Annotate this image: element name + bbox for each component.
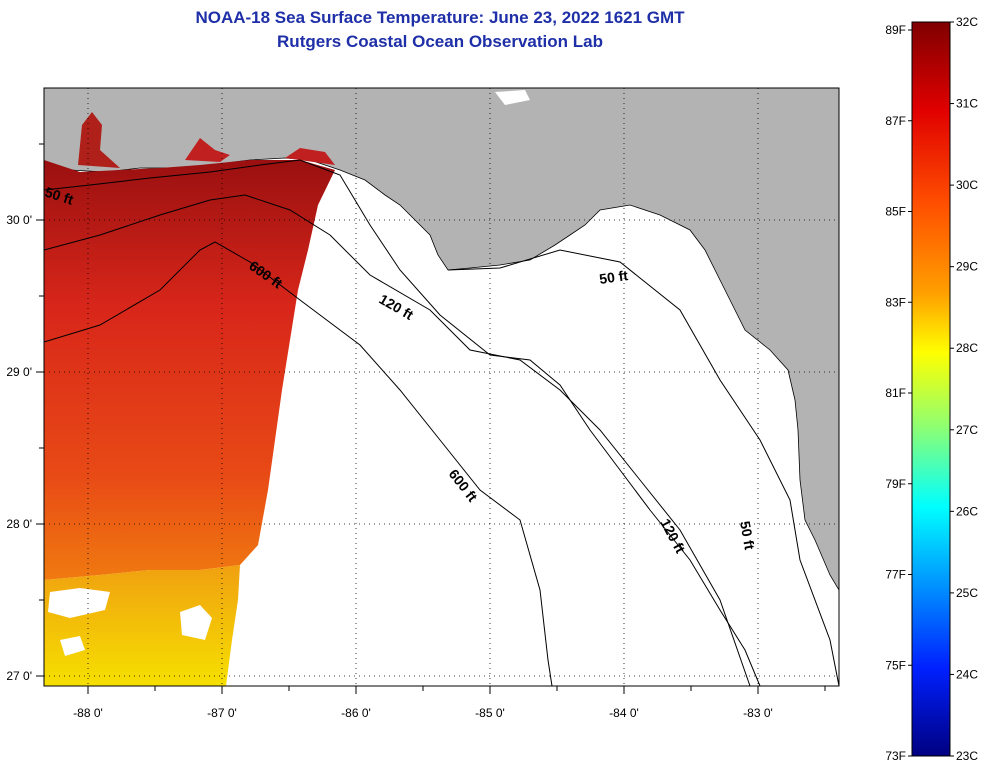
colorbar-f-label: 85F <box>885 205 906 219</box>
colorbar-f-label: 89F <box>885 23 906 37</box>
colorbar-f-label: 75F <box>885 658 906 672</box>
colorbar-c-label: 24C <box>956 667 978 681</box>
colorbar-c-label: 27C <box>956 423 978 437</box>
x-tick-label: -88 0' <box>73 706 103 720</box>
temperature-colorbar <box>911 21 951 757</box>
colorbar-f-label: 81F <box>885 386 906 400</box>
colorbar-c-label: 31C <box>956 97 978 111</box>
y-tick-label: 28 0' <box>6 517 32 531</box>
sst-warm-field <box>44 160 335 580</box>
colorbar-f-label: 77F <box>885 568 906 582</box>
y-tick-label: 29 0' <box>6 365 32 379</box>
colorbar-c-label: 26C <box>956 504 978 518</box>
colorbar-c-label: 30C <box>956 178 978 192</box>
colorbar-c-label: 23C <box>956 749 978 763</box>
x-tick-label: -86 0' <box>341 706 371 720</box>
colorbar-f-label: 73F <box>885 749 906 763</box>
colorbar-c-label: 32C <box>956 15 978 29</box>
colorbar-f-label: 79F <box>885 477 906 491</box>
x-tick-label: -83 0' <box>743 706 773 720</box>
colorbar-c-label: 28C <box>956 341 978 355</box>
sst-south-field <box>44 565 240 686</box>
map-subtitle: Rutgers Coastal Ocean Observation Lab <box>277 32 603 51</box>
y-tick-label: 30 0' <box>6 213 32 227</box>
y-tick-label: 27 0' <box>6 669 32 683</box>
contour-label: 50 ft <box>737 520 758 551</box>
colorbar-c-label: 29C <box>956 260 978 274</box>
colorbar-f-label: 87F <box>885 114 906 128</box>
contour-label: 50 ft <box>598 267 629 287</box>
colorbar-c-label: 25C <box>956 586 978 600</box>
x-tick-label: -84 0' <box>609 706 639 720</box>
map-title: NOAA-18 Sea Surface Temperature: June 23… <box>195 8 685 27</box>
x-tick-label: -87 0' <box>207 706 237 720</box>
x-tick-label: -85 0' <box>475 706 505 720</box>
colorbar-f-label: 83F <box>885 295 906 309</box>
